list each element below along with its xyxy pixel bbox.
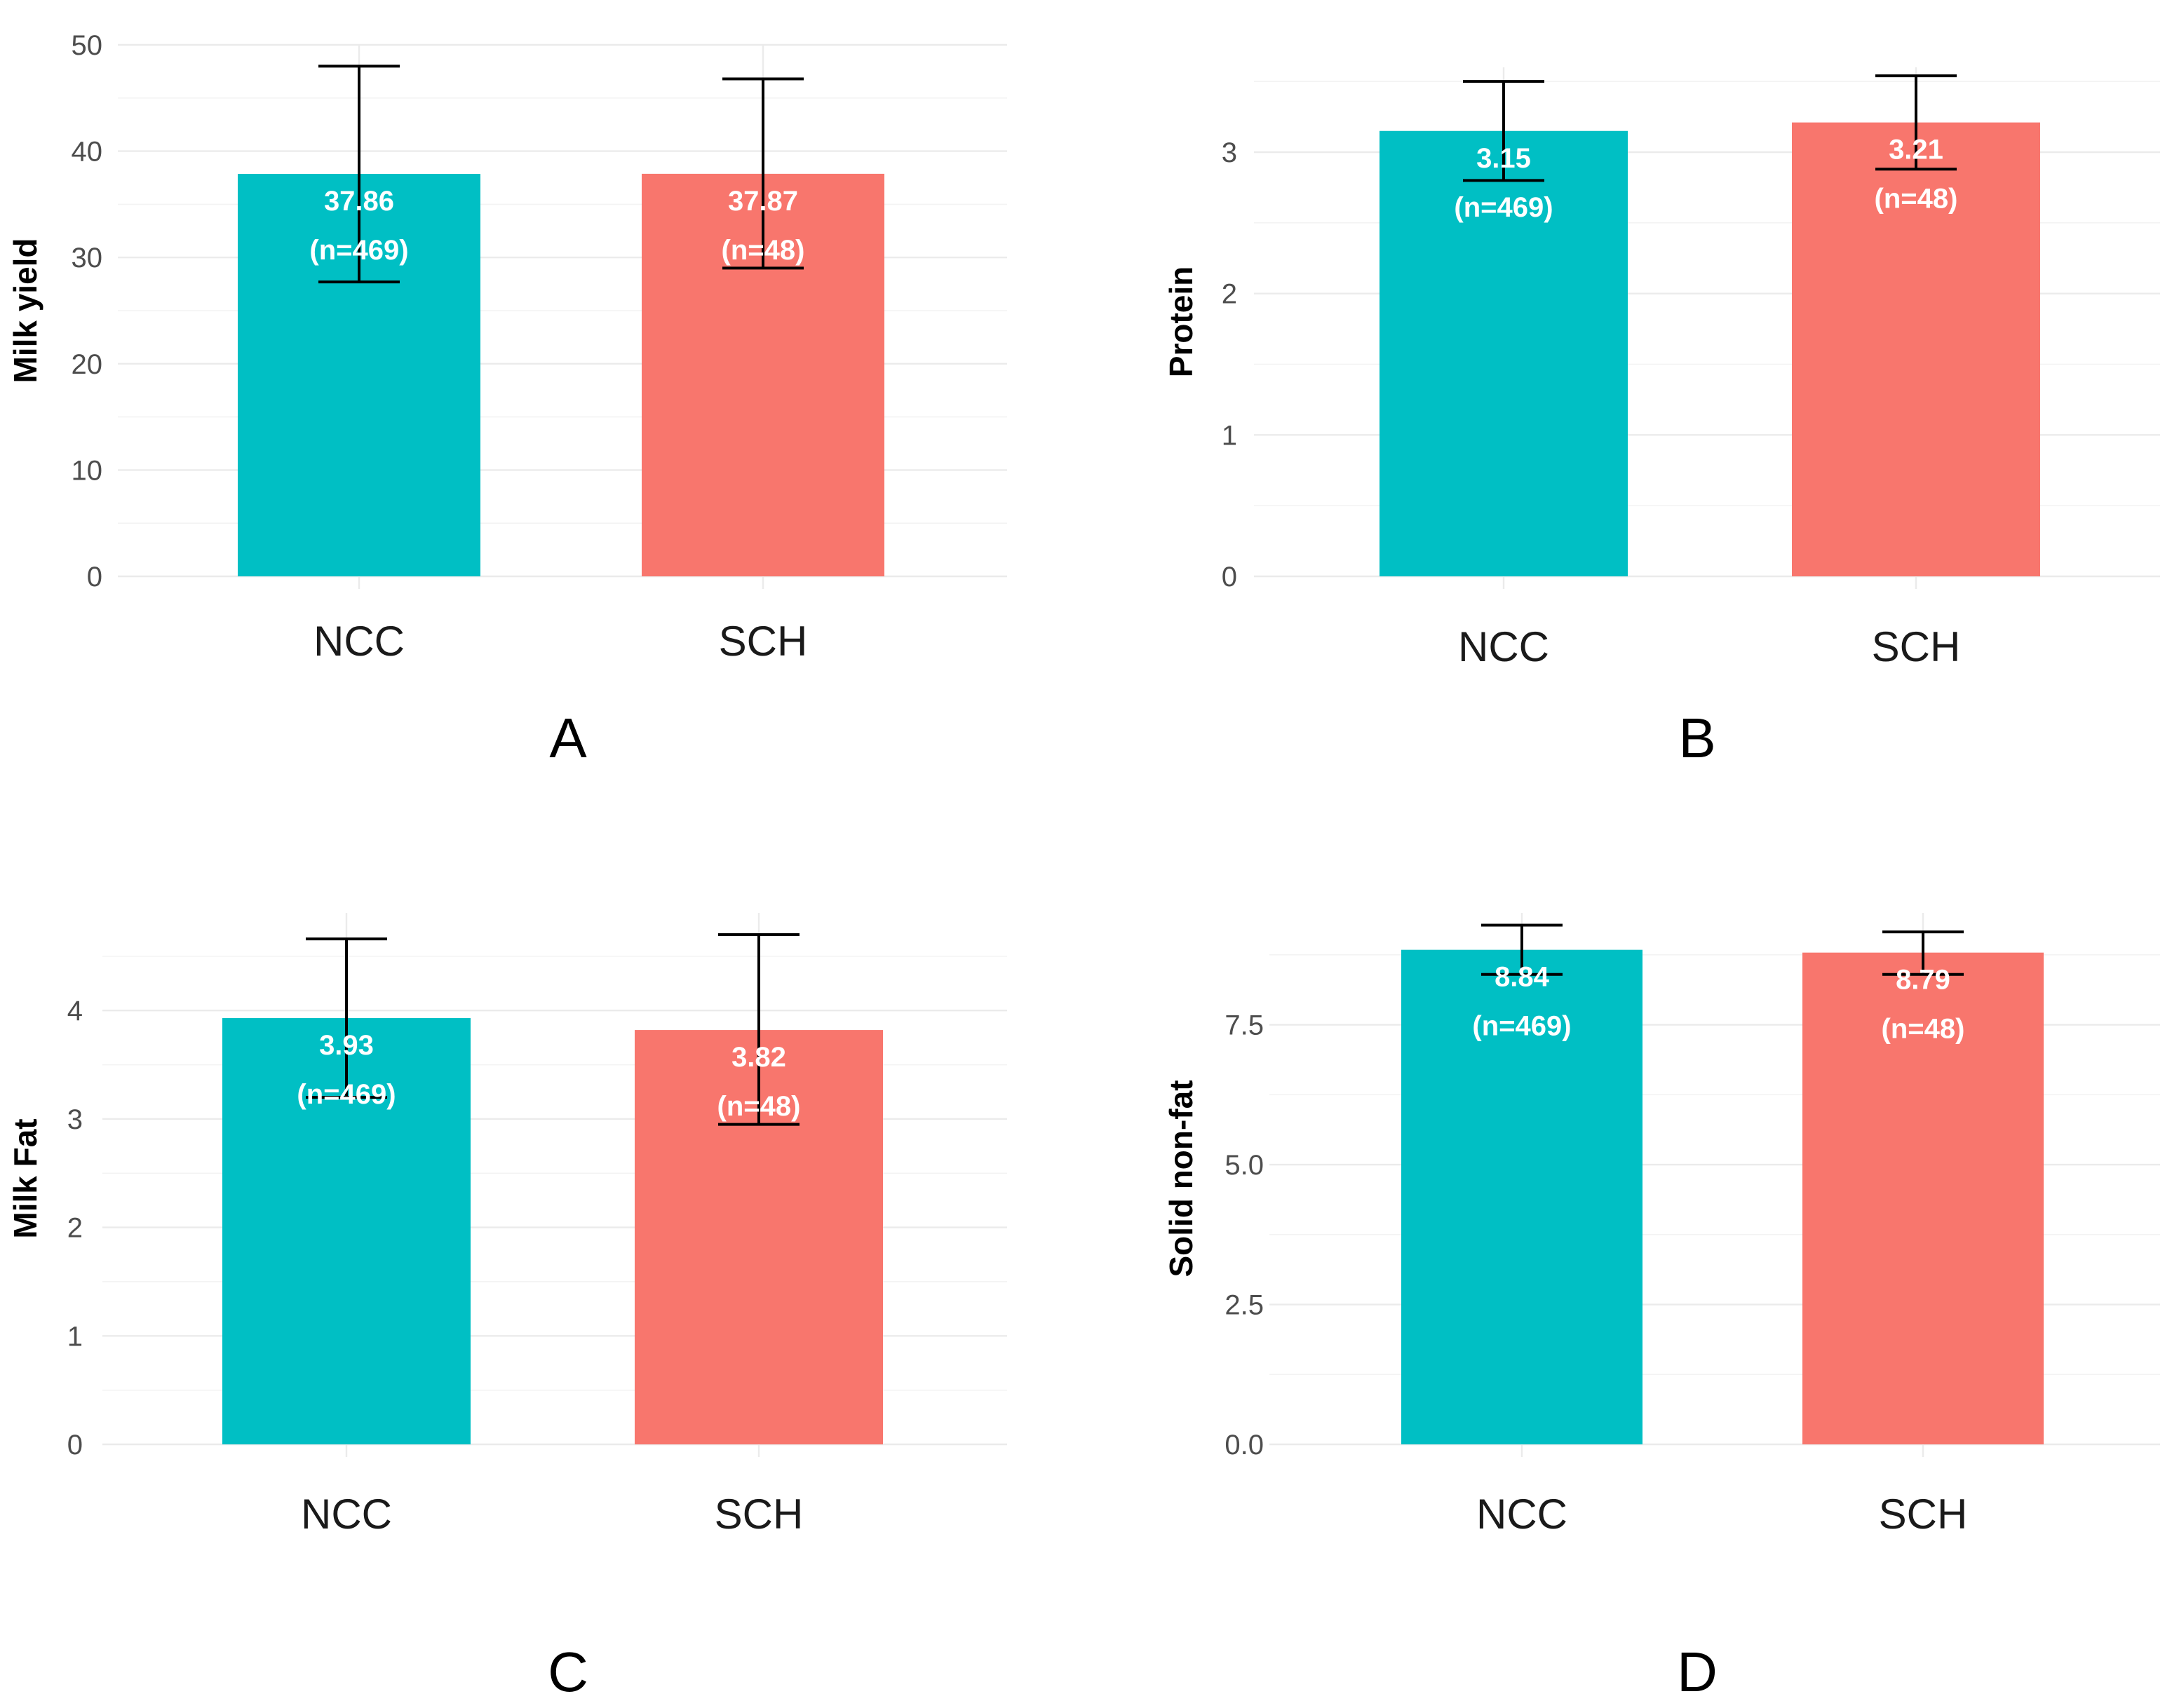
bar-n-label: (n=469) (309, 235, 408, 266)
bar-value-label: 37.87 (728, 186, 798, 217)
x-tick-label: NCC (1458, 623, 1549, 670)
y-tick-label: 5.0 (1225, 1150, 1264, 1181)
panel-letter: A (549, 707, 587, 769)
y-tick-label: 0 (87, 562, 102, 592)
x-tick-label: NCC (1476, 1491, 1567, 1538)
bar-value-label: 3.93 (319, 1030, 374, 1061)
x-tick-label: SCH (719, 618, 808, 665)
y-tick-label: 30 (72, 243, 103, 273)
bar-value-label: 8.79 (1896, 965, 1950, 996)
y-tick-label: 7.5 (1225, 1010, 1264, 1041)
y-tick-label: 3 (67, 1104, 83, 1135)
y-tick-label: 1 (67, 1321, 83, 1352)
y-axis-title: Milk Fat (7, 1118, 43, 1238)
bar-sch (1802, 952, 2044, 1444)
y-tick-label: 40 (72, 137, 103, 168)
y-tick-label: 2 (1222, 279, 1237, 310)
y-tick-label: 0.0 (1225, 1430, 1264, 1460)
panel-c: 0 1 2 3 4 3.93 (n=469) NCC 3.82 (n=48) SCH Milk Fat… (7, 913, 1007, 1703)
y-tick-label: 2.5 (1225, 1290, 1264, 1321)
bar-value-label: 3.21 (1889, 135, 1943, 165)
y-tick-label: 20 (72, 349, 103, 380)
y-tick-label: 0 (67, 1430, 83, 1460)
bar-ncc (1401, 949, 1643, 1444)
bar-n-label: (n=469) (297, 1079, 396, 1110)
y-tick-label: 0 (1222, 562, 1237, 592)
y-tick-label: 1 (1222, 420, 1237, 451)
bar-value-label: 3.82 (731, 1042, 786, 1073)
y-tick-label: 4 (67, 996, 83, 1026)
x-tick-label: SCH (715, 1491, 804, 1538)
x-tick-label: NCC (301, 1491, 392, 1538)
panel-letter: C (548, 1641, 588, 1703)
bar-value-label: 3.15 (1476, 143, 1531, 174)
bar-ncc (1380, 130, 1628, 576)
panel-letter: D (1677, 1641, 1718, 1703)
bar-n-label: (n=48) (1875, 184, 1958, 215)
bar-n-label: (n=469) (1472, 1011, 1571, 1042)
x-tick-label: SCH (1872, 623, 1961, 670)
bar-n-label: (n=48) (722, 235, 805, 266)
panel-b: 0 1 2 3 3.15 (n=469) NCC 3.21 (n=48) SCH Protein B (1163, 67, 2160, 769)
x-tick-label: SCH (1879, 1491, 1968, 1538)
y-tick-label: 3 (1222, 137, 1237, 168)
bar-n-label: (n=48) (1882, 1014, 1965, 1045)
bar-n-label: (n=469) (1454, 192, 1553, 223)
y-axis-title: Solid non-fat (1163, 1080, 1199, 1277)
y-axis-title: Protein (1163, 266, 1199, 377)
y-tick-label: 10 (72, 455, 103, 486)
bar-value-label: 8.84 (1495, 962, 1550, 993)
y-tick-label: 50 (72, 30, 103, 61)
panel-letter: B (1678, 707, 1715, 769)
x-tick-label: NCC (313, 618, 405, 665)
panel-a: 0 10 20 30 40 50 37.86 (n=469) NCC 37.87 (n=48) SCH… (7, 30, 1007, 769)
panel-d: 0.0 2.5 5.0 7.5 8.84 (n=469) NCC 8.79 (n=48) SCH S… (1163, 913, 2160, 1703)
bar-sch (1792, 122, 2040, 576)
y-axis-title: Milk yield (7, 238, 43, 383)
bar-n-label: (n=48) (717, 1091, 801, 1122)
y-tick-label: 2 (67, 1213, 83, 1244)
bar-value-label: 37.86 (324, 186, 394, 217)
